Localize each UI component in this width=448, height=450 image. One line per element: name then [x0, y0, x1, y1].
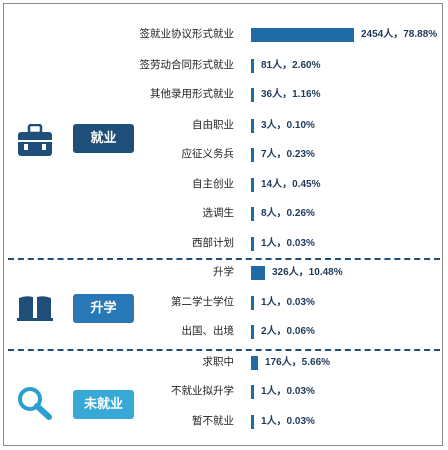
- bar: [251, 415, 254, 429]
- bar: [251, 325, 254, 339]
- bar: [251, 296, 254, 310]
- bar-label: 自由职业: [192, 120, 234, 131]
- bar: [251, 385, 254, 399]
- bar-label: 出国、出境: [181, 326, 235, 337]
- bar-label: 不就业拟升学: [171, 386, 234, 397]
- bar-label: 选调生: [202, 208, 235, 219]
- bar-value-label: 1人，0.03%: [261, 297, 315, 308]
- bar-value-label: 14人，0.45%: [261, 179, 321, 190]
- bar: [251, 207, 254, 221]
- bar-label: 应征义务兵: [181, 149, 235, 160]
- bar: [251, 28, 354, 42]
- bar: [251, 88, 254, 102]
- bar: [251, 356, 258, 370]
- section-label-further-study: 升学: [73, 294, 134, 323]
- bar: [251, 178, 254, 192]
- bar-label: 签劳动合同形式就业: [139, 60, 235, 71]
- bar: [251, 148, 254, 162]
- bar-label: 签就业协议形式就业: [139, 29, 235, 40]
- bar: [251, 59, 254, 73]
- bar-value-label: 2454人，78.88%: [361, 29, 438, 40]
- section-divider: [8, 349, 440, 351]
- bar: [251, 266, 265, 280]
- section-label-unemployed: 未就业: [73, 390, 134, 419]
- bar-label: 其他录用形式就业: [150, 89, 234, 100]
- bar-value-label: 176人，5.66%: [265, 357, 331, 368]
- briefcase-icon: [18, 124, 52, 156]
- bar-value-label: 3人，0.10%: [261, 120, 315, 131]
- bar-value-label: 326人，10.48%: [272, 267, 343, 278]
- bar-value-label: 2人，0.06%: [261, 326, 315, 337]
- bar-label: 暂不就业: [192, 416, 234, 427]
- bar-label: 西部计划: [192, 238, 234, 249]
- section-divider: [8, 258, 440, 260]
- bar-value-label: 1人，0.03%: [261, 386, 315, 397]
- magnifier-icon: [18, 387, 52, 420]
- bar: [251, 119, 254, 133]
- bar-value-label: 7人，0.23%: [261, 149, 315, 160]
- bar-value-label: 81人，2.60%: [261, 60, 321, 71]
- bar-label: 第二学士学位: [171, 297, 234, 308]
- bar-value-label: 36人，1.16%: [261, 89, 321, 100]
- bar-value-label: 1人，0.03%: [261, 416, 315, 427]
- bar-label: 求职中: [202, 357, 235, 368]
- bar-value-label: 1人，0.03%: [261, 238, 315, 249]
- bar: [251, 237, 254, 251]
- bar-label: 自主创业: [192, 179, 234, 190]
- section-label-employment: 就业: [73, 124, 134, 153]
- chart-frame: 签就业协议形式就业 2454人，78.88% 签劳动合同形式就业 81人，2.60% 其…: [3, 3, 443, 446]
- bar-label: 升学: [213, 267, 234, 278]
- bar-value-label: 8人，0.26%: [261, 208, 315, 219]
- open-book-icon: [17, 296, 53, 321]
